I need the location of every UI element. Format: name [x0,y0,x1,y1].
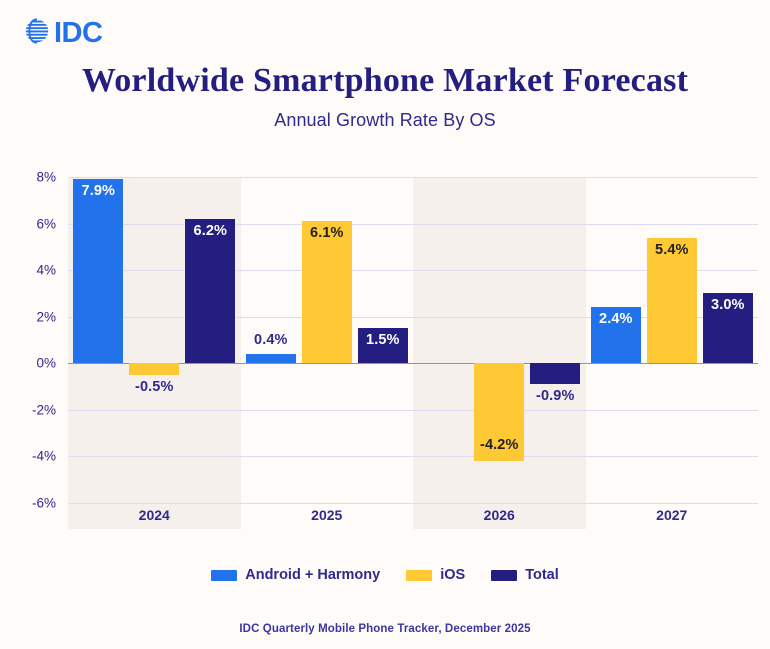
gridline-8% [68,177,758,178]
bar-rect [301,221,352,364]
bar-value-label: 2.4% [599,311,633,328]
bar-group-2027: 2.4% 5.4% 3.0% [586,177,759,503]
bar-rect [185,218,236,364]
gridline-2% [68,316,758,318]
legend-label: iOS [440,567,466,583]
bar-2027-ios[interactable]: 5.4% [646,177,697,503]
legend-item-total[interactable]: Total [491,567,559,583]
y-axis-tick-0%: 0% [36,355,56,371]
bar-value-label: 3.0% [711,297,745,314]
y-axis-tick-4%: 4% [36,262,56,278]
bar-2026-total[interactable]: -0.9% [530,177,581,503]
idc-logo: IDC [22,16,103,51]
legend-item-ios[interactable]: iOS [406,567,465,583]
bar-value-label: 1.5% [366,332,400,349]
legend-swatch-icon [211,569,238,581]
bar-2026-android-harmony[interactable] [418,177,468,503]
bar-value-label: 7.9% [81,183,115,200]
y-axis-tick--6%: -6% [31,495,56,511]
y-axis-tick-8%: 8% [36,169,56,185]
bar-rect [702,293,753,364]
bar-2025-ios[interactable]: 6.1% [301,177,352,503]
bar-2026-ios[interactable]: -4.2% [474,177,525,503]
bar-rect [357,328,408,364]
legend-swatch-icon [406,569,433,581]
bar-rect [590,307,641,364]
bar-rect [245,353,296,364]
bar-value-label: -0.9% [536,388,575,405]
bar-rect [646,237,697,364]
bar-rect [129,363,180,375]
chart-title: Worldwide Smartphone Market Forecast [81,62,689,99]
bar-group-2026: -4.2% -0.9% [413,177,586,503]
bar-value-label: -0.5% [135,378,174,395]
gridline-6% [68,223,758,225]
gridline--4% [68,456,758,458]
gridline-0% [68,363,758,365]
gridline--6% [68,503,758,504]
x-axis-tick-2025: 2025 [311,507,343,523]
bar-group-2024: 7.9% -0.5% 6.2% [68,177,241,503]
bar-value-label: 6.1% [310,225,344,242]
gridline-4% [68,270,758,272]
chart-plot-area: 8% 6% 4% 2% 0% -2% -4% -6% 7.9% -0.5% 6.2% 2024 0.4%… [32,170,759,529]
legend-label: Total [525,567,559,583]
x-axis-tick-2027: 2027 [656,507,688,523]
legend-label: Android + Harmony [245,567,381,583]
chart-subtitle: Annual Growth Rate By OS [274,110,496,130]
bar-2025-android-harmony[interactable]: 0.4% [245,177,296,503]
bar-2024-android-harmony[interactable]: 7.9% [73,177,124,503]
x-axis-tick-2024: 2024 [138,507,170,523]
y-axis-tick--2%: -2% [31,402,56,418]
legend-swatch-icon [491,569,518,581]
bar-2027-total[interactable]: 3.0% [702,177,753,503]
idc-logo-text: IDC [54,17,103,49]
bar-2024-ios[interactable]: -0.5% [129,177,180,503]
chart-band-2026 [413,177,586,529]
y-axis-tick--4%: -4% [31,448,56,464]
bar-value-label: 0.4% [254,331,288,348]
bar-2025-total[interactable]: 1.5% [357,177,408,503]
bar-2027-android-harmony[interactable]: 2.4% [590,177,641,503]
bar-rect [73,179,124,364]
y-axis-tick-6%: 6% [36,216,56,232]
bar-value-label: 5.4% [655,241,689,258]
x-axis-tick-2026: 2026 [483,507,515,523]
idc-globe-icon [22,16,52,51]
bar-rect [530,363,581,385]
bar-value-label: -4.2% [480,437,519,454]
chart-legend: Android + Harmony iOS Total [0,567,770,583]
legend-item-android-harmony[interactable]: Android + Harmony [211,567,380,583]
bar-value-label: 6.2% [193,222,227,239]
bar-rect [474,363,525,462]
chart-source-note: IDC Quarterly Mobile Phone Tracker, Dece… [239,623,531,635]
gridline--2% [68,409,758,411]
y-axis-tick-2%: 2% [36,309,56,325]
bar-group-2025: 0.4% 6.1% 1.5% [241,177,414,503]
bar-2024-total[interactable]: 6.2% [185,177,236,503]
